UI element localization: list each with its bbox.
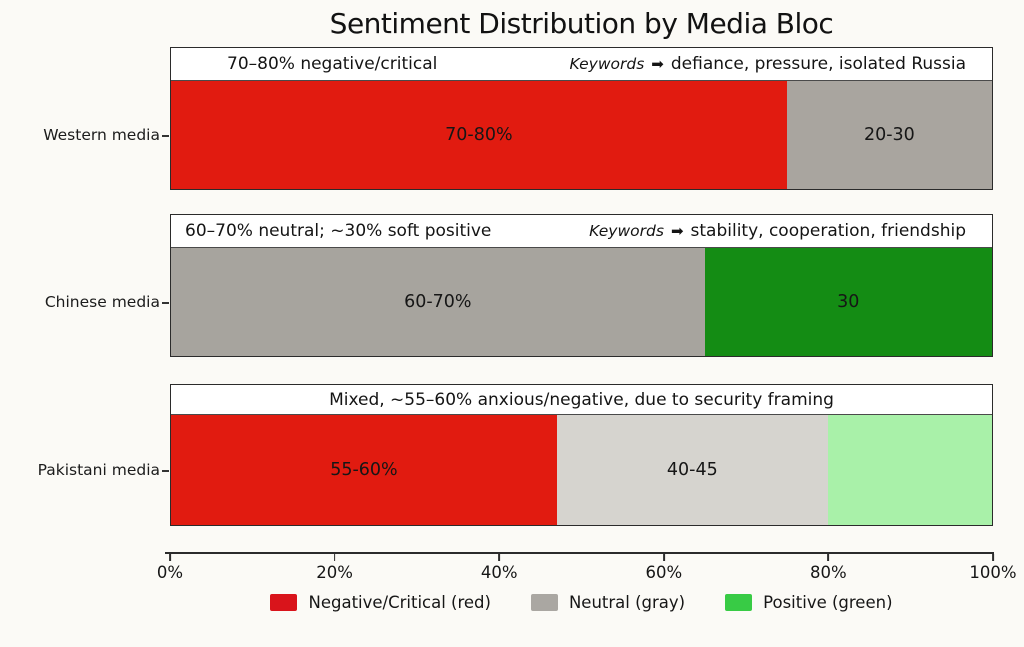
chart-title: Sentiment Distribution by Media Bloc	[329, 7, 834, 40]
bar-segment-negative: 70-80%	[171, 81, 787, 189]
stacked-bar-pakistani-media: 55-60% 40-45	[171, 415, 992, 525]
x-tick-mark	[827, 554, 830, 561]
annotation-western-media: 70–80% negative/critical Keywords ➡ defi…	[171, 48, 992, 81]
legend-swatch-gray	[530, 594, 558, 611]
x-axis-line	[165, 552, 994, 554]
x-tick-mark	[992, 554, 994, 561]
annotation-chinese-media: 60–70% neutral; ~30% soft positive Keywo…	[171, 215, 992, 248]
annotation-pakistani-media: Mixed, ~55–60% anxious/negative, due to …	[171, 385, 992, 415]
legend-item-positive: Positive (green)	[725, 593, 893, 612]
legend-swatch-green	[725, 594, 753, 611]
bar-segment-positive	[827, 415, 992, 525]
legend-label: Negative/Critical (red)	[308, 593, 491, 612]
bar-panel-pakistani-media: Mixed, ~55–60% anxious/negative, due to …	[170, 384, 993, 526]
bar-segment-neutral: 60-70%	[171, 248, 705, 356]
legend-swatch-red	[270, 594, 298, 611]
keywords-text: defiance, pressure, isolated Russia	[670, 54, 966, 74]
annotation-keywords: Keywords ➡ defiance, pressure, isolated …	[570, 54, 966, 74]
annotation-summary-text: Mixed, ~55–60% anxious/negative, due to …	[329, 389, 834, 410]
x-tick-label: 40%	[480, 563, 518, 582]
x-tick-label: 0%	[156, 563, 184, 582]
right-arrow-icon: ➡	[651, 54, 664, 73]
bar-segment-neutral: 20-30	[786, 81, 992, 189]
annotation-summary-text: 60–70% neutral; ~30% soft positive	[185, 221, 492, 241]
x-tick-mark	[333, 554, 336, 561]
y-label-chinese-media: Chinese media	[44, 293, 160, 311]
keywords-text: stability, cooperation, friendship	[690, 221, 966, 241]
x-tick-label: 60%	[645, 563, 683, 582]
x-tick-label: 100%	[969, 563, 1017, 582]
bar-panel-chinese-media: 60–70% neutral; ~30% soft positive Keywo…	[170, 214, 993, 357]
x-tick-label: 20%	[316, 563, 353, 582]
x-tick-mark	[662, 554, 665, 561]
legend-item-neutral: Neutral (gray)	[530, 593, 686, 612]
legend-item-negative: Negative/Critical (red)	[270, 593, 491, 612]
x-tick-label: 80%	[810, 563, 847, 582]
annotation-keywords: Keywords ➡ stability, cooperation, frien…	[589, 221, 966, 241]
bar-panel-western-media: 70–80% negative/critical Keywords ➡ defi…	[170, 47, 993, 190]
bar-segment-negative: 55-60%	[171, 415, 557, 525]
legend: Negative/Critical (red) Neutral (gray) P…	[170, 593, 993, 612]
keywords-label: Keywords	[589, 222, 664, 240]
x-tick-mark	[498, 554, 501, 561]
y-tick-mark	[162, 470, 169, 472]
x-axis: 0% 20% 40% 60% 80% 100%	[157, 554, 1017, 594]
bar-segment-neutral: 40-45	[556, 415, 828, 525]
bar-segment-positive: 30	[704, 248, 992, 356]
legend-label: Neutral (gray)	[568, 593, 686, 612]
annotation-summary-text: 70–80% negative/critical	[227, 54, 438, 74]
stacked-bar-western-media: 70-80% 20-30	[171, 81, 992, 189]
y-label-western-media: Western media	[43, 126, 160, 144]
y-tick-mark	[162, 135, 169, 137]
x-tick-mark	[169, 554, 171, 561]
keywords-label: Keywords	[569, 55, 645, 73]
y-label-pakistani-media: Pakistani media	[37, 461, 160, 479]
right-arrow-icon: ➡	[670, 221, 684, 240]
y-tick-mark	[162, 302, 169, 304]
stacked-bar-chinese-media: 60-70% 30	[171, 248, 992, 356]
legend-label: Positive (green)	[763, 593, 893, 612]
